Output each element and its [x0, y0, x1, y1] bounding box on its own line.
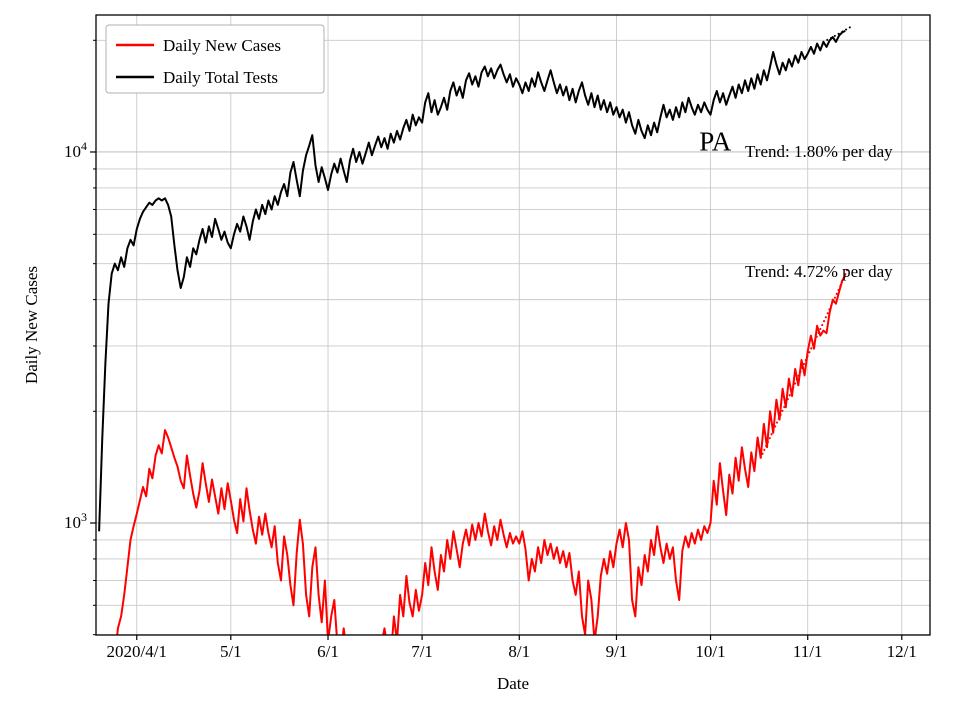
series-daily-total-tests [98, 29, 846, 532]
y-tick-label: 104 [64, 139, 87, 161]
y-axis-label: Daily New Cases [22, 265, 41, 385]
series-cases-trend-dotted [759, 265, 850, 459]
x-tick-label: 9/1 [606, 642, 628, 661]
x-axis-label: Date [496, 674, 530, 693]
x-tick-label: 12/1 [887, 642, 917, 661]
x-tick-label: 8/1 [508, 642, 530, 661]
x-tick-label: 5/1 [220, 642, 242, 661]
x-tick-label: 7/1 [411, 642, 433, 661]
series-daily-new-cases [116, 274, 847, 635]
series-group [98, 25, 853, 635]
annotation-state-label: PA [699, 126, 732, 156]
legend-label-daily-new-cases: Daily New Cases [163, 36, 281, 55]
x-tick-label: 11/1 [793, 642, 823, 661]
annotation-cases-trend-label: Trend: 4.72% per day [745, 262, 893, 281]
x-tick-label: 6/1 [317, 642, 339, 661]
axes: 2020/4/1 5/1 6/1 7/1 8/1 9/1 10/1 11/1 12/1 103 10… [64, 14, 931, 661]
legend-box [105, 24, 325, 94]
x-tick-label: 2020/4/1 [107, 642, 167, 661]
y-tick-label: 103 [64, 510, 87, 532]
x-tick-label: 10/1 [695, 642, 725, 661]
gridlines [96, 15, 930, 636]
annotation-tests-trend-label: Trend: 1.80% per day [745, 142, 893, 161]
legend-label-daily-total-tests: Daily Total Tests [163, 68, 278, 87]
legend: Daily New Cases Daily Total Tests [105, 24, 325, 94]
series-tests-trend-dotted [822, 25, 853, 43]
